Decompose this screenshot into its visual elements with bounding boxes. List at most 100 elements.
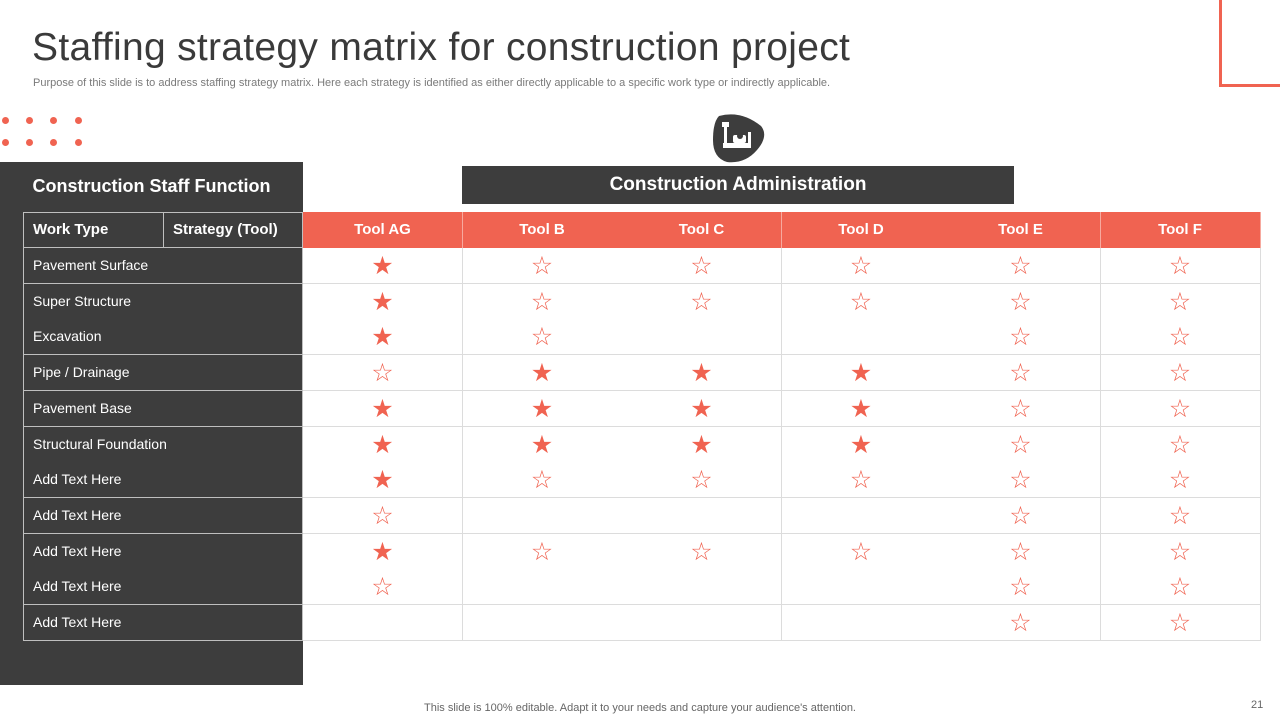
matrix-cell: ☆ — [462, 283, 623, 320]
matrix-cell: ☆ — [1100, 462, 1261, 499]
outline-star-icon: ☆ — [690, 536, 713, 566]
work-type-label: Pipe / Drainage — [23, 355, 303, 392]
outline-star-icon: ☆ — [1009, 536, 1032, 566]
filled-star-icon: ★ — [371, 251, 394, 280]
construction-administration-header: Construction Administration — [462, 166, 1014, 204]
dot — [2, 117, 9, 124]
outline-star-icon: ☆ — [530, 251, 554, 280]
tool-header-1: Tool AG — [303, 212, 463, 248]
outline-star-icon: ☆ — [530, 322, 554, 352]
work-type-label: Add Text Here — [23, 462, 303, 499]
matrix-cell: ☆ — [1100, 426, 1261, 463]
outline-star-icon: ☆ — [1009, 322, 1032, 352]
matrix-cell: ☆ — [303, 355, 463, 392]
staff-function-title: Construction Staff Function — [32, 176, 271, 196]
filled-star-icon: ★ — [849, 393, 873, 423]
tool-header-5: Tool E — [941, 212, 1101, 248]
matrix-cell: ★ — [303, 283, 463, 320]
work-type-label: Add Text Here — [23, 533, 303, 570]
filled-star-icon: ★ — [371, 429, 394, 459]
matrix-cell: ☆ — [941, 283, 1101, 320]
matrix-cell: ☆ — [462, 319, 623, 356]
matrix-cell: ★ — [462, 426, 623, 463]
matrix-cell: ☆ — [622, 283, 782, 320]
outline-star-icon: ☆ — [690, 465, 713, 495]
construction-tools-icon — [713, 114, 765, 163]
matrix-cell: ☆ — [1100, 283, 1261, 320]
outline-star-icon: ☆ — [1009, 251, 1032, 280]
matrix-cell: ☆ — [462, 462, 623, 499]
filled-star-icon: ★ — [690, 429, 713, 459]
dot — [2, 139, 9, 146]
outline-star-icon: ☆ — [1168, 429, 1192, 459]
matrix-cell: ☆ — [1100, 319, 1261, 356]
filled-star-icon: ★ — [849, 429, 873, 459]
outline-star-icon: ☆ — [1168, 572, 1192, 602]
strategy-matrix-grid: ★ ☆ ☆ ☆ ☆ ☆ ★ ☆ ☆ ☆ ☆ ☆ ★ ☆ ☆ ☆ ☆ ★ ★ ★ ☆ ☆ ★ ★ ★ ★ ☆ ☆ ★ ★ ★ ★ ☆ ☆ ★ ☆ ☆ ☆ ☆ ☆… — [303, 248, 1261, 641]
matrix-cell: ☆ — [303, 497, 463, 534]
filled-star-icon: ★ — [849, 358, 873, 388]
outline-star-icon: ☆ — [1009, 393, 1032, 423]
outline-star-icon: ☆ — [530, 536, 554, 566]
matrix-cell — [462, 497, 623, 534]
matrix-cell — [622, 569, 782, 606]
matrix-cell: ☆ — [622, 462, 782, 499]
matrix-cell — [622, 605, 782, 641]
outline-star-icon: ☆ — [690, 286, 713, 316]
matrix-cell: ☆ — [781, 533, 942, 570]
filled-star-icon: ★ — [371, 465, 394, 495]
matrix-cell: ☆ — [1100, 533, 1261, 570]
dot — [75, 139, 82, 146]
matrix-cell — [781, 319, 942, 356]
matrix-cell: ☆ — [941, 497, 1101, 534]
filled-star-icon: ★ — [690, 393, 713, 423]
matrix-cell: ★ — [622, 426, 782, 463]
tool-header-3: Tool C — [622, 212, 782, 248]
outline-star-icon: ☆ — [1168, 536, 1192, 566]
filled-star-icon: ★ — [371, 536, 394, 566]
matrix-cell: ★ — [781, 390, 942, 427]
matrix-cell: ☆ — [941, 390, 1101, 427]
work-type-label: Pavement Surface — [23, 248, 303, 284]
outline-star-icon: ☆ — [530, 465, 554, 495]
outline-star-icon: ☆ — [1168, 500, 1192, 530]
corner-decoration — [1219, 0, 1280, 87]
matrix-cell: ☆ — [303, 569, 463, 606]
matrix-cell: ☆ — [462, 248, 623, 284]
filled-star-icon: ★ — [530, 358, 554, 388]
outline-star-icon: ☆ — [1009, 286, 1032, 316]
matrix-cell: ★ — [622, 390, 782, 427]
outline-star-icon: ☆ — [1168, 286, 1192, 316]
matrix-cell: ☆ — [462, 533, 623, 570]
column-header-strategy: Strategy (Tool) — [163, 212, 303, 248]
filled-star-icon: ★ — [371, 393, 394, 423]
matrix-cell: ★ — [303, 533, 463, 570]
outline-star-icon: ☆ — [371, 500, 394, 530]
matrix-cell: ★ — [303, 319, 463, 356]
outline-star-icon: ☆ — [1009, 429, 1032, 459]
matrix-cell: ☆ — [941, 605, 1101, 641]
outline-star-icon: ☆ — [371, 572, 394, 602]
matrix-cell — [622, 497, 782, 534]
outline-star-icon: ☆ — [1168, 393, 1192, 423]
outline-star-icon: ☆ — [1009, 572, 1032, 602]
work-type-label: Super Structure — [23, 283, 303, 320]
tool-header-4: Tool D — [781, 212, 942, 248]
work-type-label: Add Text Here — [23, 605, 303, 641]
matrix-cell: ★ — [462, 390, 623, 427]
matrix-cell: ☆ — [781, 462, 942, 499]
filled-star-icon: ★ — [690, 358, 713, 388]
outline-star-icon: ☆ — [1168, 608, 1192, 637]
matrix-cell — [462, 569, 623, 606]
matrix-cell: ☆ — [941, 319, 1101, 356]
matrix-cell: ☆ — [781, 248, 942, 284]
tool-header-6: Tool F — [1100, 212, 1261, 248]
matrix-cell — [462, 605, 623, 641]
work-type-label: Structural Foundation — [23, 426, 303, 463]
slide-title: Staffing strategy matrix for constructio… — [32, 26, 851, 69]
outline-star-icon: ☆ — [849, 251, 873, 280]
tool-header-2: Tool B — [462, 212, 623, 248]
matrix-cell: ☆ — [941, 569, 1101, 606]
matrix-cell — [781, 497, 942, 534]
work-type-label: Excavation — [23, 319, 303, 356]
